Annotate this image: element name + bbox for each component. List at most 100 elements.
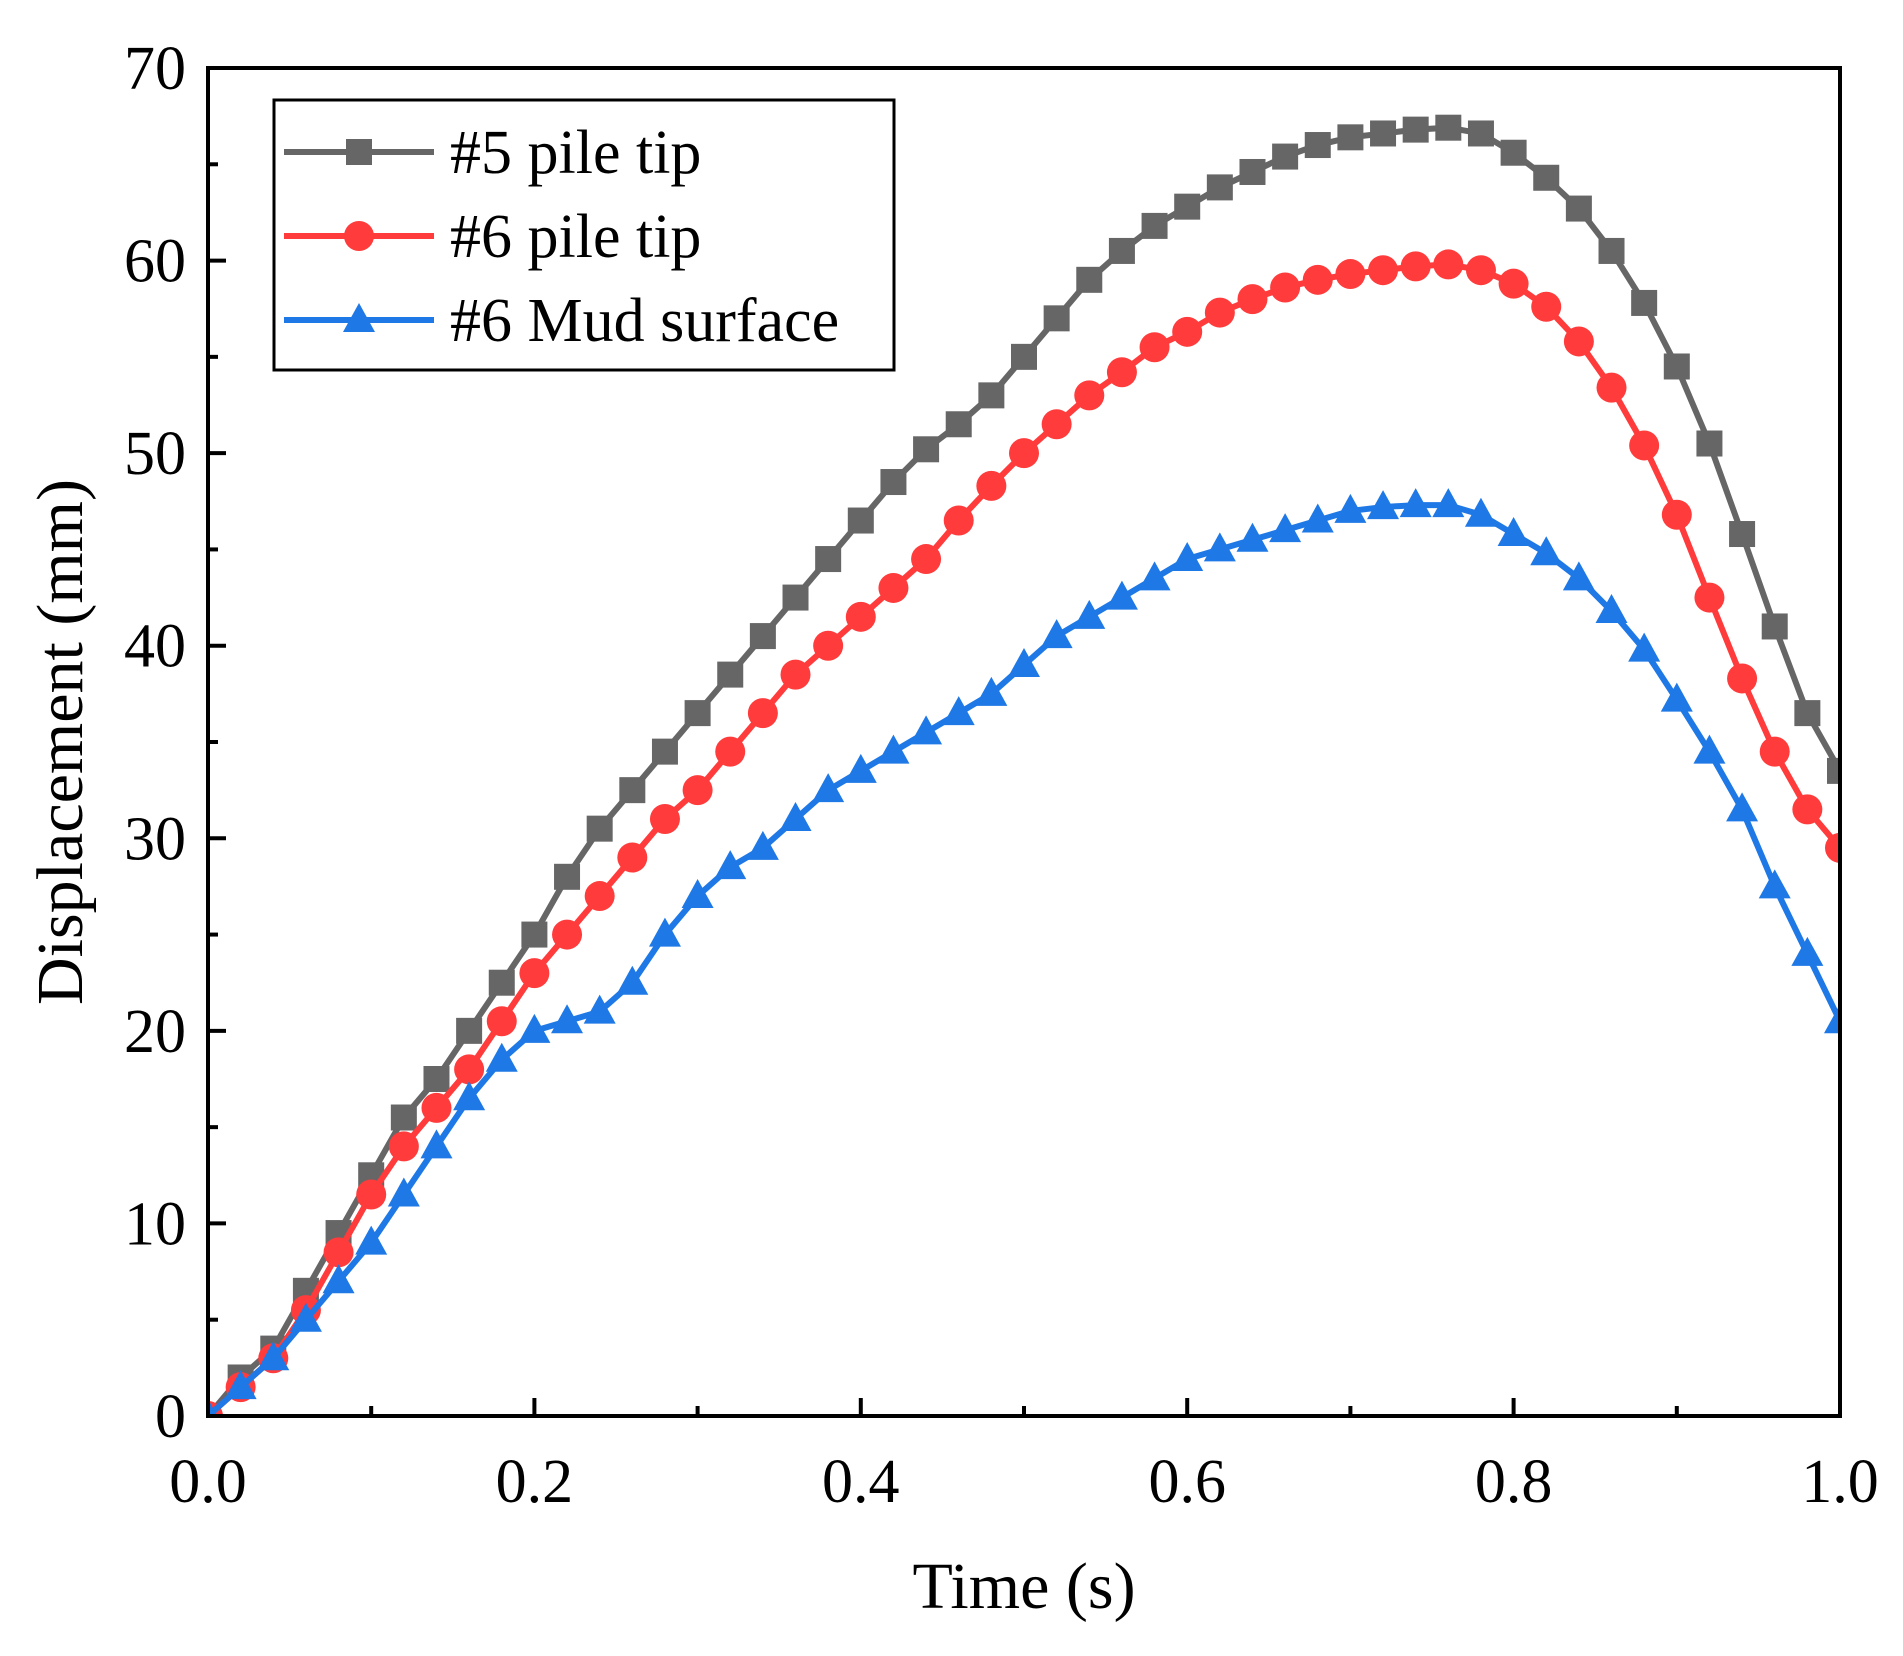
data-point xyxy=(1661,499,1692,530)
series-3 xyxy=(208,488,1840,1416)
data-point xyxy=(1694,582,1725,613)
data-point xyxy=(1076,266,1103,293)
x-tick-label: 0.2 xyxy=(496,1448,574,1516)
data-point xyxy=(1043,305,1070,332)
data-point xyxy=(780,659,811,690)
data-point xyxy=(1040,619,1073,649)
data-point xyxy=(1141,212,1168,239)
data-point xyxy=(1172,316,1203,347)
data-point xyxy=(1074,380,1105,411)
data-point xyxy=(454,1054,485,1085)
data-point xyxy=(651,738,678,765)
data-point xyxy=(421,1092,452,1123)
data-point xyxy=(1758,869,1791,899)
y-tick-label: 20 xyxy=(124,998,186,1066)
data-point xyxy=(616,965,649,995)
data-point xyxy=(1041,409,1072,440)
x-tick-label: 1.0 xyxy=(1801,1448,1879,1516)
data-point xyxy=(1791,936,1824,966)
data-point xyxy=(880,469,907,496)
data-point xyxy=(488,969,515,996)
data-point xyxy=(1563,326,1594,357)
data-point xyxy=(323,1237,354,1268)
data-point xyxy=(1435,114,1462,141)
data-point xyxy=(518,1013,551,1043)
data-point xyxy=(1334,493,1367,523)
data-point xyxy=(387,1177,420,1207)
data-point xyxy=(746,830,779,860)
data-point xyxy=(1663,353,1690,380)
data-point xyxy=(486,1006,517,1037)
data-point xyxy=(1337,124,1364,151)
data-point xyxy=(224,1370,257,1400)
x-tick-label: 0.0 xyxy=(169,1448,247,1516)
data-point xyxy=(910,715,943,745)
data-point xyxy=(942,696,975,726)
data-point xyxy=(1727,663,1758,694)
data-point xyxy=(1239,158,1266,185)
data-point xyxy=(289,1302,322,1332)
data-point xyxy=(1400,251,1431,282)
data-point xyxy=(356,1179,387,1210)
data-point xyxy=(782,584,809,611)
y-tick-label: 60 xyxy=(124,228,186,296)
data-point xyxy=(1629,430,1660,461)
data-point xyxy=(1139,332,1170,363)
data-point xyxy=(1530,536,1563,566)
data-point xyxy=(975,676,1008,706)
y-tick-label: 30 xyxy=(124,805,186,873)
data-point xyxy=(1304,132,1331,159)
data-point xyxy=(1402,116,1429,143)
data-point xyxy=(355,1225,388,1255)
data-point xyxy=(554,863,581,890)
data-point xyxy=(976,470,1007,501)
legend: #5 pile tip #6 pile tip #6 Mud surface xyxy=(272,98,896,372)
data-point xyxy=(877,734,910,764)
data-point xyxy=(1562,561,1595,591)
legend-label: #5 pile tip xyxy=(450,119,701,187)
legend-marker xyxy=(343,303,375,332)
data-point xyxy=(617,842,648,873)
data-point xyxy=(978,382,1005,409)
data-point xyxy=(1726,792,1759,822)
data-point xyxy=(684,700,711,727)
data-point xyxy=(1011,343,1037,370)
data-point xyxy=(519,958,550,989)
data-point xyxy=(456,1017,483,1044)
data-point xyxy=(945,411,972,438)
data-point xyxy=(1660,682,1693,712)
legend-marker xyxy=(346,139,372,165)
data-point xyxy=(1531,291,1562,322)
data-point xyxy=(1174,193,1201,220)
data-point xyxy=(682,775,713,806)
data-point xyxy=(1628,632,1661,662)
x-axis-title: Time (s) xyxy=(912,1550,1135,1623)
data-point xyxy=(1073,599,1106,629)
data-point xyxy=(257,1341,290,1371)
data-point xyxy=(1370,120,1397,147)
data-point xyxy=(552,919,583,950)
data-point xyxy=(845,601,876,632)
data-point xyxy=(1204,297,1235,328)
data-point xyxy=(521,921,548,948)
data-point xyxy=(1467,120,1494,147)
data-point xyxy=(423,1066,450,1092)
data-point xyxy=(747,698,778,729)
data-point xyxy=(1236,522,1269,552)
data-point xyxy=(1106,357,1137,388)
data-point xyxy=(1792,794,1823,825)
data-point xyxy=(1824,1004,1840,1034)
data-point xyxy=(1598,237,1625,264)
data-point xyxy=(1009,438,1039,469)
data-point xyxy=(1399,488,1432,518)
y-tick-label: 0 xyxy=(155,1383,186,1451)
data-point xyxy=(388,1131,419,1162)
data-point xyxy=(715,736,746,767)
data-point xyxy=(485,1042,518,1072)
data-point xyxy=(1565,195,1592,222)
x-tick-label: 0.4 xyxy=(822,1448,900,1516)
data-point xyxy=(453,1081,486,1111)
data-point xyxy=(913,436,940,463)
data-point xyxy=(717,661,744,688)
